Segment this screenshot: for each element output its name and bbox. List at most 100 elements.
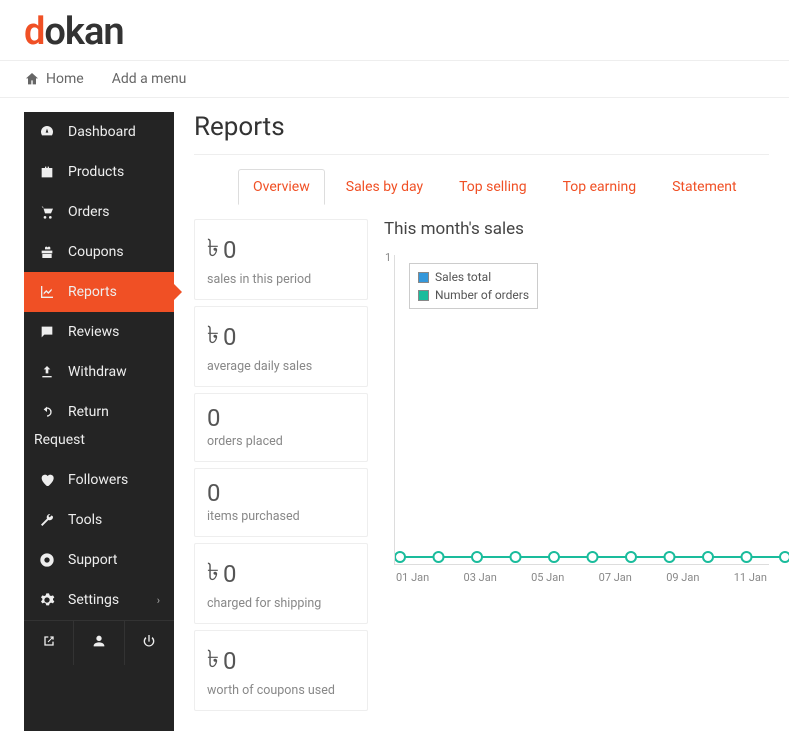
stat-value: ৳0: [207, 317, 355, 357]
home-icon: [24, 71, 40, 87]
chart-icon: [38, 284, 56, 300]
stat-label: worth of coupons used: [207, 683, 355, 698]
stats-column: ৳0sales in this period৳0average daily sa…: [194, 219, 368, 717]
legend-row: Sales total: [418, 268, 529, 286]
tab-overview[interactable]: Overview: [238, 169, 325, 205]
chart-line: [395, 544, 789, 564]
x-axis-labels: 01 Jan 03 Jan 05 Jan 07 Jan 09 Jan 11 Jan: [394, 571, 769, 584]
top-nav: Home Add a menu: [0, 60, 789, 98]
chart-plot: 1 Sales total Number of orders: [394, 255, 769, 565]
stat-label: items purchased: [207, 509, 355, 524]
currency-symbol: ৳: [207, 230, 219, 270]
sidebar-item-dashboard[interactable]: Dashboard: [24, 112, 174, 152]
sidebar-item-support[interactable]: Support: [24, 540, 174, 580]
sidebar-label: Return: [68, 404, 109, 420]
chevron-right-icon: ›: [157, 594, 160, 607]
lifering-icon: [38, 552, 56, 568]
sidebar-item-withdraw[interactable]: Withdraw: [24, 352, 174, 392]
sidebar-label: Products: [68, 164, 124, 180]
legend-label: Number of orders: [435, 288, 529, 302]
chart-area: This month's sales 1 Sales total Number …: [384, 219, 769, 717]
sidebar-item-coupons[interactable]: Coupons: [24, 232, 174, 272]
stat-card: 0 orders placed: [194, 393, 368, 462]
tab-sales-by-day[interactable]: Sales by day: [331, 169, 438, 205]
x-tick-label: 01 Jan: [396, 571, 429, 584]
sidebar-item-followers[interactable]: Followers: [24, 460, 174, 500]
stat-label: sales in this period: [207, 272, 355, 287]
y-axis-max: 1: [385, 251, 391, 264]
nav-add-menu[interactable]: Add a menu: [112, 71, 187, 87]
x-tick-label: 05 Jan: [531, 571, 564, 584]
x-tick-label: 11 Jan: [734, 571, 767, 584]
main-content: Reports Overview Sales by day Top sellin…: [174, 98, 789, 731]
briefcase-icon: [38, 164, 56, 180]
sidebar: Dashboard Products Orders Coupons Report…: [24, 112, 174, 731]
stat-value: ৳0: [207, 554, 355, 594]
cart-icon: [38, 204, 56, 220]
stat-card: ৳0 worth of coupons used: [194, 630, 368, 711]
stat-value: ৳0: [207, 230, 355, 270]
sidebar-item-reviews[interactable]: Reviews: [24, 312, 174, 352]
sidebar-label: Followers: [68, 472, 128, 488]
tab-top-earning[interactable]: Top earning: [548, 169, 652, 205]
sidebar-label: Withdraw: [68, 364, 127, 380]
legend-swatch: [418, 290, 429, 301]
nav-home-label: Home: [46, 71, 84, 87]
upload-icon: [38, 364, 56, 380]
stat-card: 0 items purchased: [194, 468, 368, 537]
sidebar-label: Reviews: [68, 324, 119, 340]
power-button[interactable]: [125, 621, 174, 665]
dashboard-icon: [38, 124, 56, 140]
x-tick-label: 07 Jan: [599, 571, 632, 584]
page-title: Reports: [194, 112, 769, 155]
undo-icon: [38, 404, 56, 420]
stat-label: average daily sales: [207, 359, 355, 374]
stat-card: ৳0 charged for shipping: [194, 543, 368, 624]
stat-card: ৳0 sales in this period: [194, 219, 368, 300]
sidebar-item-reports[interactable]: Reports: [24, 272, 174, 312]
sidebar-bottom: [24, 620, 174, 665]
x-tick-label: 09 Jan: [666, 571, 699, 584]
sidebar-sublabel: Request: [34, 432, 156, 448]
sidebar-label: Orders: [68, 204, 110, 220]
heart-icon: [38, 472, 56, 488]
currency-symbol: ৳: [207, 317, 219, 357]
tab-statement[interactable]: Statement: [657, 169, 752, 205]
chart-legend: Sales total Number of orders: [409, 263, 538, 309]
sidebar-item-products[interactable]: Products: [24, 152, 174, 192]
sidebar-label: Tools: [68, 512, 102, 528]
tabs: Overview Sales by day Top selling Top ea…: [238, 169, 769, 205]
stat-value: 0: [207, 479, 355, 507]
external-link-button[interactable]: [24, 621, 74, 665]
sidebar-item-tools[interactable]: Tools: [24, 500, 174, 540]
sidebar-label: Coupons: [68, 244, 124, 260]
tab-top-selling[interactable]: Top selling: [444, 169, 541, 205]
sidebar-item-orders[interactable]: Orders: [24, 192, 174, 232]
stat-card: ৳0 average daily sales: [194, 306, 368, 387]
nav-home[interactable]: Home: [24, 71, 84, 87]
sidebar-item-return-request[interactable]: Return Request: [24, 392, 174, 460]
sidebar-label: Settings: [68, 592, 119, 608]
sidebar-label: Reports: [68, 284, 117, 300]
legend-label: Sales total: [435, 270, 491, 284]
sidebar-item-settings[interactable]: Settings ›: [24, 580, 174, 620]
logo: dokan: [0, 0, 789, 60]
sidebar-label: Support: [68, 552, 117, 568]
legend-row: Number of orders: [418, 286, 529, 304]
logo-rest: okan: [44, 10, 123, 54]
stat-label: charged for shipping: [207, 596, 355, 611]
profile-button[interactable]: [74, 621, 124, 665]
legend-swatch: [418, 272, 429, 283]
stat-label: orders placed: [207, 434, 355, 449]
gift-icon: [38, 244, 56, 260]
nav-add-menu-label: Add a menu: [112, 71, 187, 87]
stat-value: 0: [207, 404, 355, 432]
sidebar-label: Dashboard: [68, 124, 136, 140]
gear-icon: [38, 592, 56, 608]
x-tick-label: 03 Jan: [464, 571, 497, 584]
chart-title: This month's sales: [384, 219, 769, 239]
stat-value: ৳0: [207, 641, 355, 681]
currency-symbol: ৳: [207, 554, 219, 594]
currency-symbol: ৳: [207, 641, 219, 681]
wrench-icon: [38, 512, 56, 528]
